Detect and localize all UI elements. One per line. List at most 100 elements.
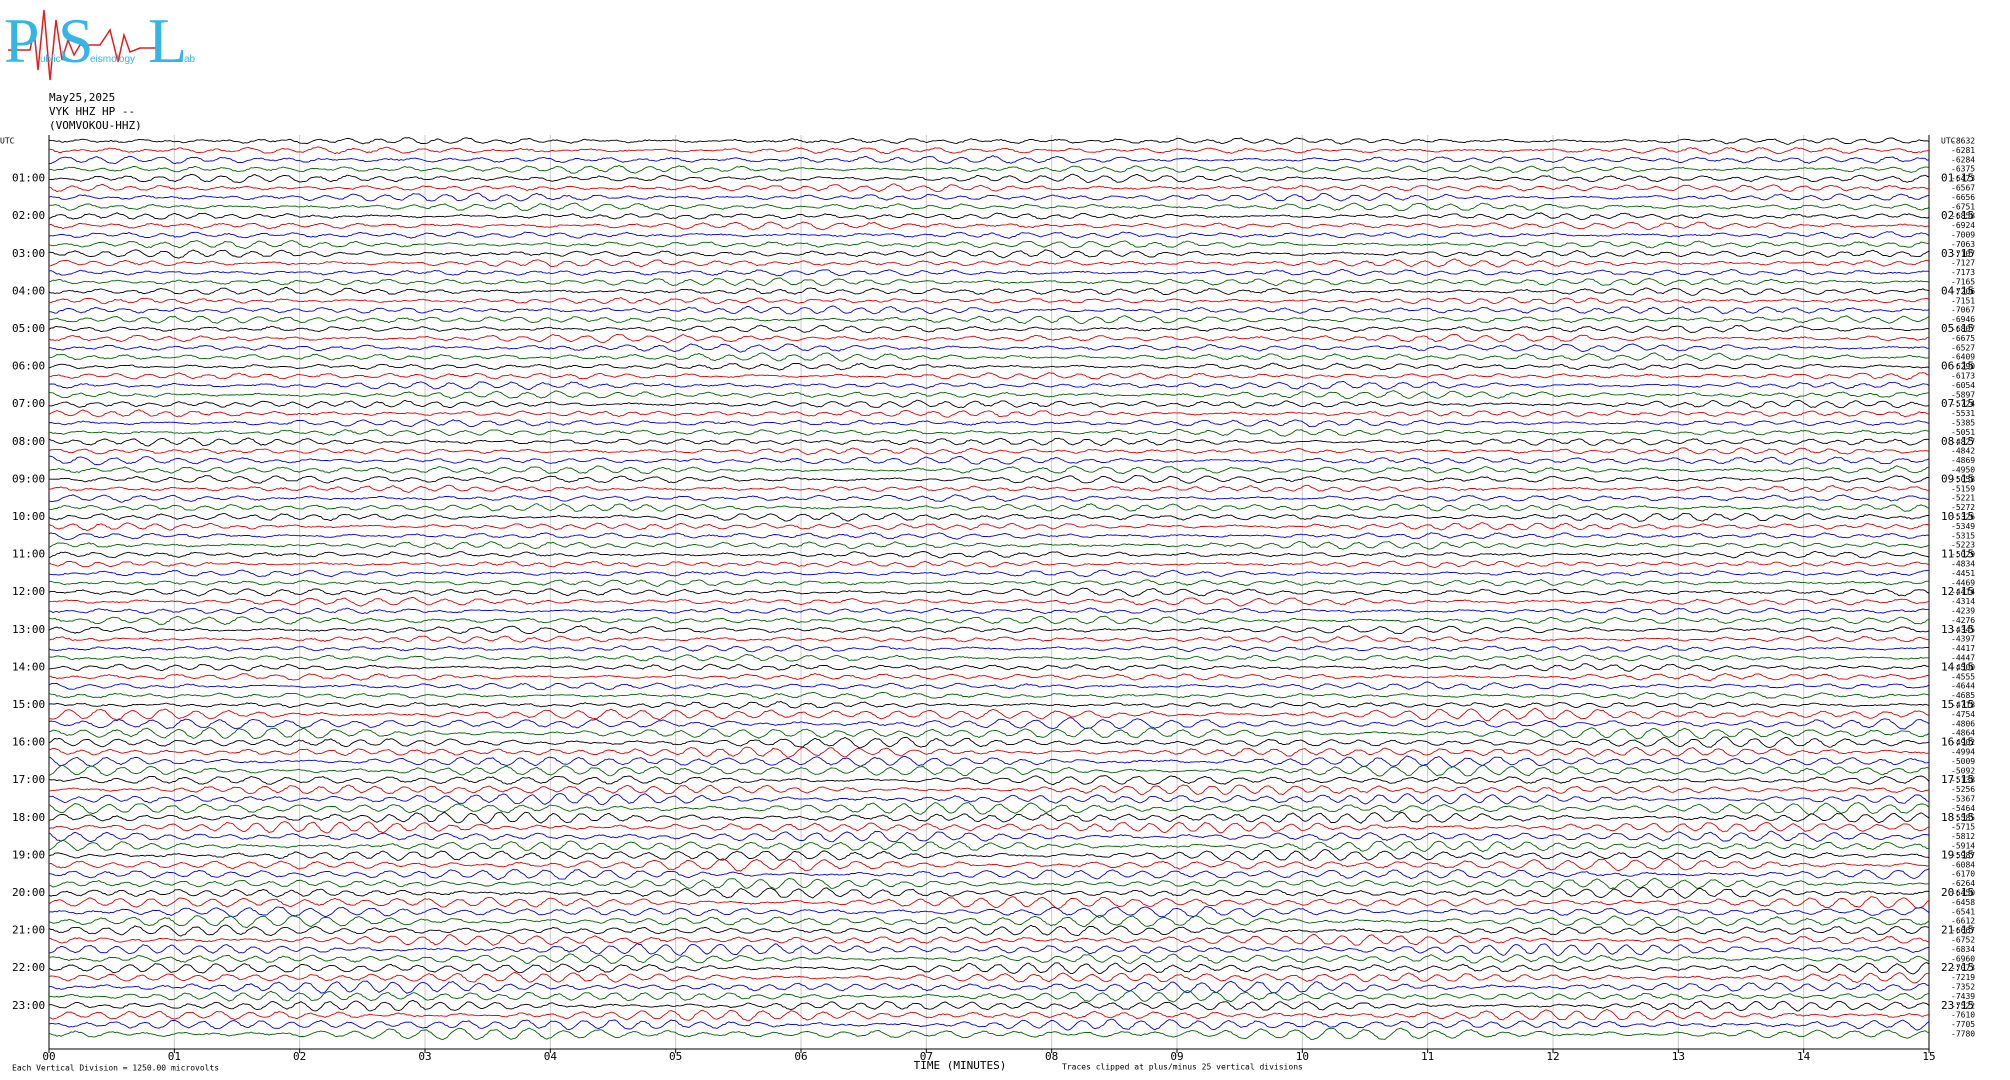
right-time-label: 01:15 — [1941, 172, 1974, 185]
trace — [48, 173, 1930, 184]
trace — [48, 821, 1930, 834]
right-time-label: 22:15 — [1941, 961, 1974, 974]
trace — [48, 775, 1930, 786]
trace — [48, 746, 1930, 758]
trace-offset: -6284 — [1951, 155, 1975, 164]
trace — [48, 231, 1930, 239]
right-time-label: UTC — [1941, 137, 1956, 146]
trace — [48, 550, 1930, 559]
trace — [48, 164, 1930, 174]
x-tick-label: 00 — [42, 1050, 55, 1063]
trace — [48, 540, 1930, 550]
trace-offset: -5987 — [1951, 851, 1975, 860]
trace-offset: -7067 — [1951, 306, 1975, 315]
trace-offset: -5272 — [1951, 503, 1975, 512]
left-time-label: 19:00 — [12, 848, 45, 861]
trace — [48, 399, 1930, 409]
trace — [48, 858, 1930, 872]
left-time-label: 06:00 — [12, 360, 45, 373]
trace — [48, 653, 1930, 662]
trace-offset: -6173 — [1951, 372, 1975, 381]
right-time-label: 16:15 — [1941, 736, 1974, 749]
trace-offset: -5221 — [1951, 494, 1975, 503]
trace-offset: -7705 — [1951, 1020, 1975, 1029]
trace-offset: -6450 — [1951, 889, 1975, 898]
trace-offset: -5159 — [1951, 484, 1975, 493]
trace-offset: -5315 — [1951, 531, 1975, 540]
right-time-label: 02:15 — [1941, 209, 1974, 222]
trace-offset: -4950 — [1951, 466, 1975, 475]
x-tick-label: 07 — [920, 1050, 933, 1063]
trace — [48, 625, 1930, 635]
trace — [48, 437, 1930, 447]
trace — [48, 512, 1930, 522]
trace — [48, 532, 1930, 541]
trace — [48, 202, 1930, 212]
trace — [48, 352, 1930, 362]
trace-offset: -5092 — [1951, 766, 1975, 775]
trace-offset: -6409 — [1951, 353, 1975, 362]
trace-offset: -6458 — [1951, 898, 1975, 907]
trace — [48, 343, 1930, 353]
trace-offset: -5058 — [1951, 475, 1975, 484]
trace — [48, 811, 1930, 824]
trace — [48, 896, 1930, 909]
left-time-label: 09:00 — [12, 472, 45, 485]
logo-wave — [8, 9, 160, 81]
trace-offset: -7610 — [1951, 1011, 1975, 1020]
trace — [49, 503, 1930, 512]
trace-offset: -7107 — [1951, 249, 1975, 258]
trace — [48, 868, 1930, 880]
trace-offset: -4451 — [1951, 569, 1975, 578]
trace-offset: -5367 — [1951, 795, 1975, 804]
trace — [48, 484, 1930, 493]
trace-offset: -5223 — [1951, 541, 1975, 550]
footer-division: Each Vertical Division = 1250.00 microvo… — [12, 1064, 219, 1073]
channel: (VOMVOKOU-HHZ) — [49, 119, 142, 132]
trace-offset: -7165 — [1951, 278, 1975, 287]
trace — [49, 663, 1930, 672]
date: May25,2025 — [49, 91, 115, 104]
trace — [48, 615, 1930, 626]
trace-offset: -6170 — [1951, 870, 1975, 879]
trace — [48, 372, 1930, 381]
trace-offset: -4827 — [1951, 437, 1975, 446]
trace — [48, 183, 1929, 193]
trace-offset: -5029 — [1951, 550, 1975, 559]
trace — [48, 212, 1930, 221]
right-time-label: 14:15 — [1941, 660, 1974, 673]
trace — [48, 802, 1930, 816]
trace — [48, 1027, 1930, 1041]
right-time-label: 07:15 — [1941, 397, 1974, 410]
left-time-label: 08:00 — [12, 435, 45, 448]
trace-offset: -5914 — [1951, 842, 1975, 851]
trace-offset: -4417 — [1951, 644, 1975, 653]
trace-offset: -4864 — [1951, 729, 1975, 738]
trace-offset: -6375 — [1951, 165, 1975, 174]
x-tick-label: 08 — [1045, 1050, 1058, 1063]
logo-letter: L — [148, 5, 187, 76]
trace — [48, 455, 1930, 466]
trace-offset: -6751 — [1951, 202, 1975, 211]
trace — [48, 428, 1930, 437]
trace-offset: -6084 — [1951, 860, 1975, 869]
right-time-label: 08:15 — [1941, 435, 1974, 448]
trace-offset: -6807 — [1951, 325, 1975, 334]
trace-offset: -4414 — [1951, 588, 1975, 597]
x-tick-label: 03 — [418, 1050, 431, 1063]
footer-clipped: Traces clipped at plus/minus 25 vertical… — [1062, 1063, 1303, 1072]
trace — [48, 953, 1930, 964]
right-time-label: 23:15 — [1941, 999, 1974, 1012]
trace — [48, 362, 1930, 371]
trace-offset: -5531 — [1951, 409, 1975, 418]
trace — [48, 324, 1930, 334]
right-time-label: 19:15 — [1941, 848, 1974, 861]
trace-offset: -6960 — [1951, 954, 1975, 963]
trace — [48, 315, 1930, 325]
right-time-label: 17:15 — [1941, 773, 1974, 786]
trace — [48, 644, 1929, 653]
trace — [48, 192, 1930, 202]
left-time-label: UTC — [0, 137, 15, 146]
trace-offset: -7352 — [1951, 983, 1975, 992]
trace — [48, 268, 1930, 277]
